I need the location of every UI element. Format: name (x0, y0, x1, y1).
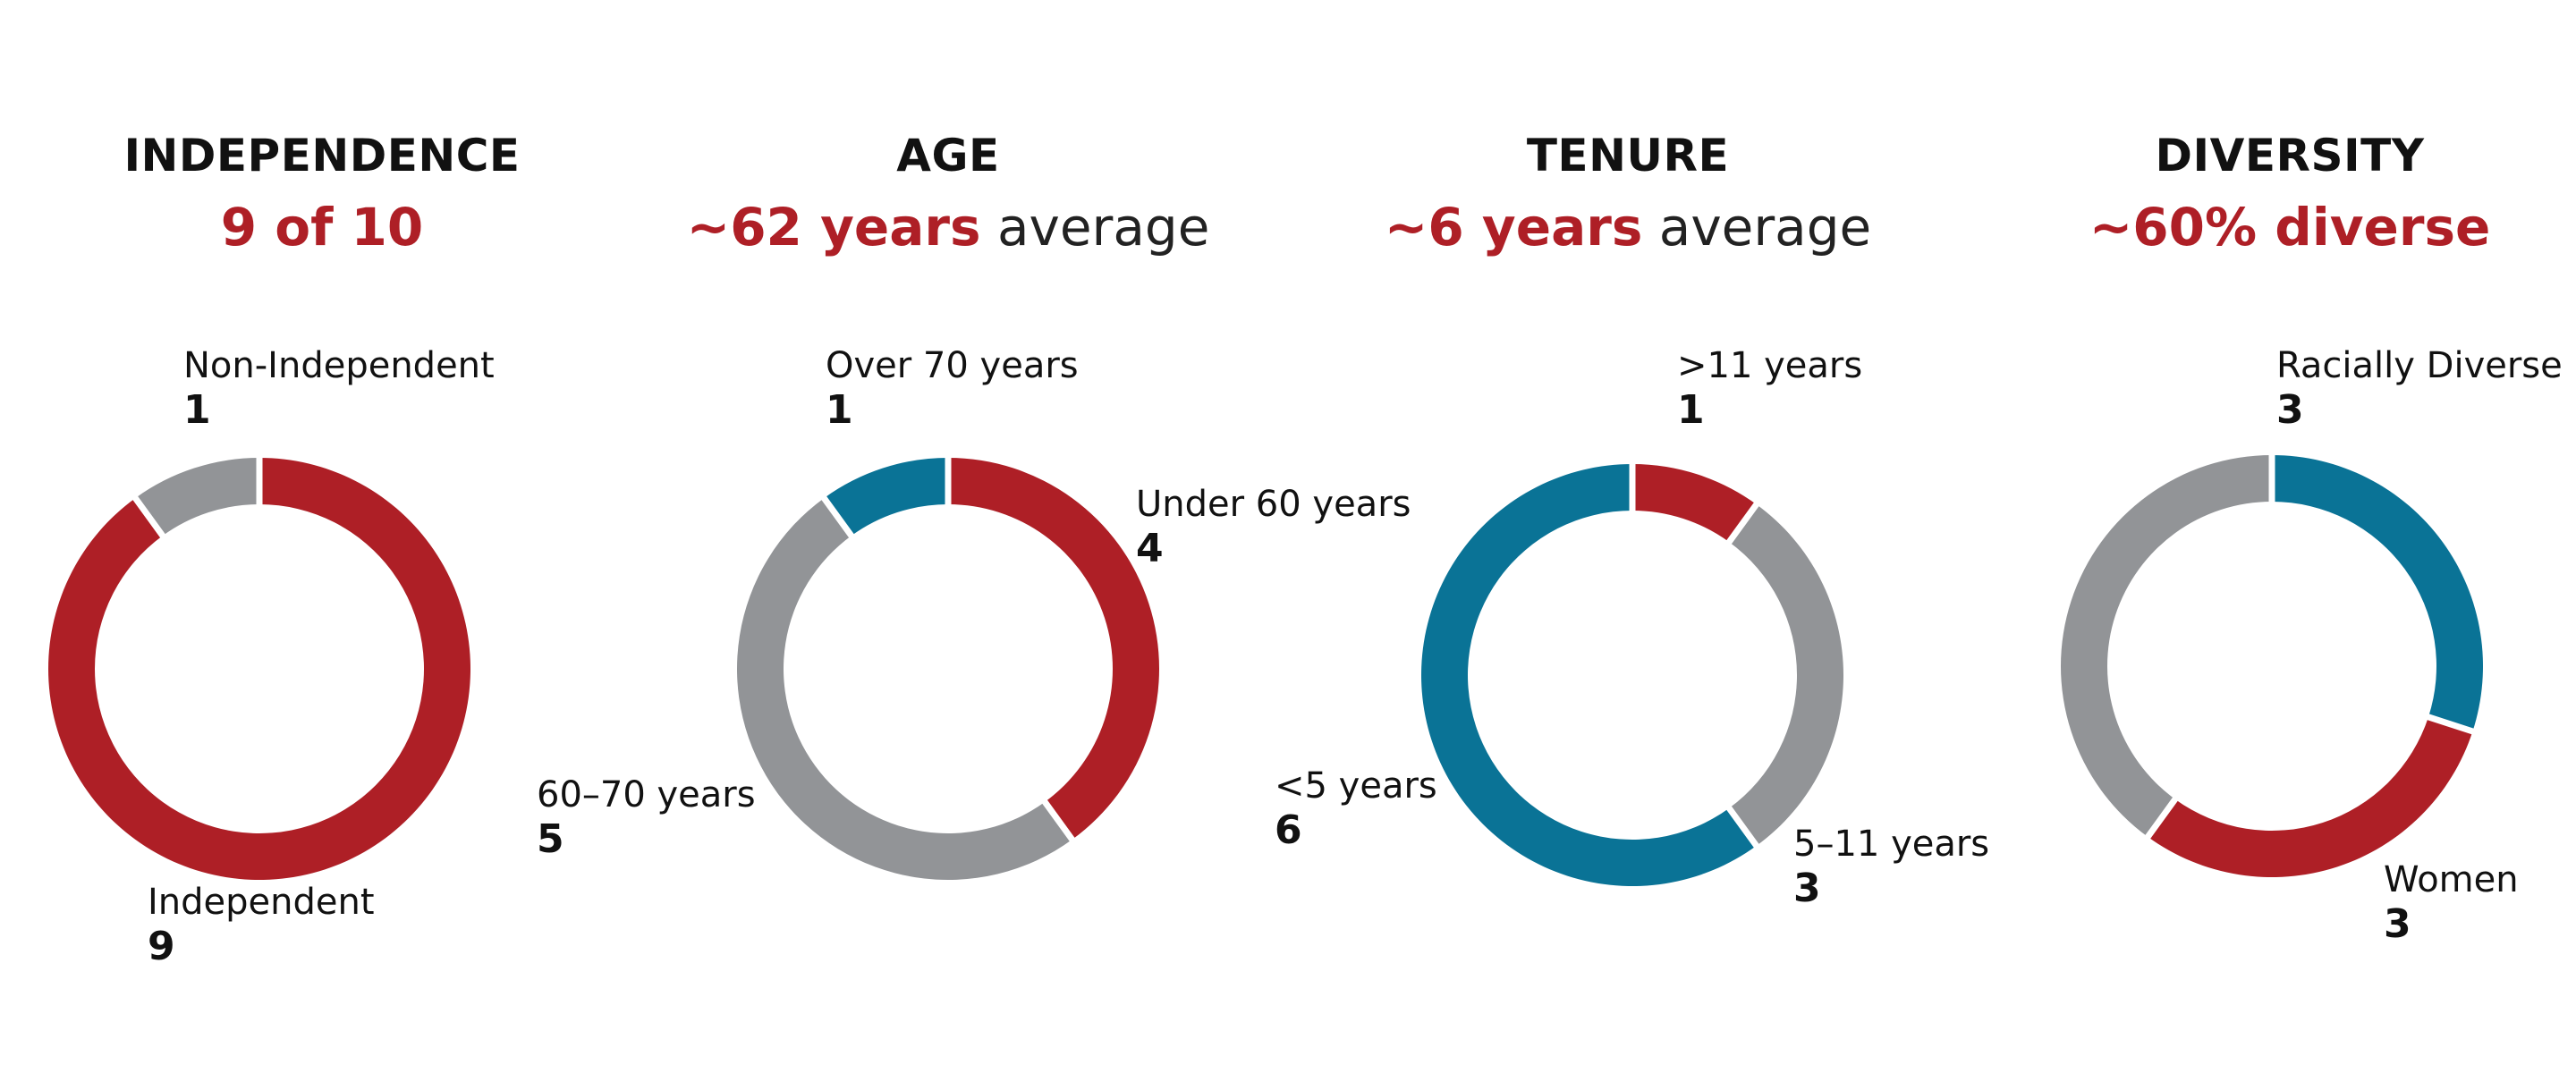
label-under-60: Under 60 years 4 (1136, 483, 1411, 572)
label-over-70: Over 70 years 1 (826, 344, 1079, 434)
label-over-11: >11 years 1 (1677, 344, 1862, 434)
donut-slice (2148, 716, 2473, 877)
slice-separator (1725, 805, 1760, 849)
slice-label: 5–11 years (1793, 824, 1990, 865)
slice-label: Racially Diverse (2276, 345, 2563, 386)
slice-label: <5 years (1275, 765, 1437, 807)
slice-label: Under 60 years (1136, 484, 1411, 525)
slice-separator (1041, 798, 1076, 843)
donut-slice (1421, 464, 1757, 886)
slice-separator (2426, 713, 2476, 735)
slice-value: 6 (1275, 807, 1302, 853)
label-5-11: 5–11 years 3 (1793, 823, 1989, 912)
donut-slice (824, 458, 948, 536)
slice-value: 1 (826, 387, 853, 433)
independence-donut (47, 456, 470, 880)
slice-value: 4 (1136, 526, 1164, 571)
subtitle-highlight: 9 of 10 (220, 197, 424, 258)
panel-subtitle: ~6 years average (1306, 197, 1950, 258)
slice-label: Independent (148, 882, 375, 923)
panel-title: TENURE (1526, 130, 1730, 182)
slice-label: Non-Independent (183, 345, 495, 386)
tenure-panel: TENURE ~6 years average >11 years 1 5–11… (1275, 0, 1989, 1073)
slice-separator (2144, 796, 2179, 841)
label-60-70: 60–70 years 5 (537, 773, 756, 863)
panel-subtitle: ~62 years average (626, 197, 1270, 258)
slice-value: 9 (148, 924, 175, 969)
label-racially-diverse: Racially Diverse 3 (2276, 344, 2563, 434)
independence-panel: INDEPENDENCE 9 of 10 Independent 9 Non-I… (0, 0, 644, 1073)
donut-slice (2272, 455, 2483, 731)
slice-separator (1725, 501, 1760, 545)
slice-label: >11 years (1677, 345, 1863, 386)
slice-value: 3 (1793, 866, 1821, 911)
subtitle-highlight: ~6 years (1384, 197, 1643, 258)
donut-slice (135, 458, 259, 536)
slice-value: 3 (2384, 901, 2411, 947)
slice-label: Women (2384, 859, 2519, 900)
donut-slice (736, 498, 1072, 881)
tenure-donut (1421, 462, 1843, 886)
subtitle-rest: average (1658, 197, 1872, 258)
subtitle-highlight: ~62 years (686, 197, 981, 258)
panel-title: INDEPENDENCE (123, 130, 521, 182)
panel-title: DIVERSITY (2155, 130, 2425, 182)
slice-label: Over 70 years (826, 345, 1079, 386)
diversity-panel: DIVERSITY ~60% diverse Racially Diverse … (1968, 0, 2576, 1073)
donut-slice (1632, 464, 1757, 543)
age-panel: AGE ~62 years average Under 60 years 4 6… (537, 0, 1411, 1073)
slice-value: 3 (2276, 387, 2304, 433)
slice-label: 60–70 years (537, 774, 756, 815)
slice-value: 1 (1677, 387, 1705, 433)
donut-slice (948, 458, 1159, 840)
label-under-5: <5 years 6 (1275, 765, 1437, 854)
panel-subtitle: ~60% diverse (1968, 197, 2576, 258)
label-women: Women 3 (2384, 858, 2519, 948)
subtitle-highlight: ~60% diverse (2089, 197, 2491, 258)
age-donut (736, 456, 1159, 881)
panel-subtitle: 9 of 10 (0, 197, 644, 258)
label-independent: Independent 9 (148, 881, 375, 970)
panel-title: AGE (896, 130, 1000, 182)
slice-value: 5 (537, 816, 564, 862)
diversity-donut (2061, 453, 2483, 877)
donut-slice (1729, 504, 1843, 846)
slice-value: 1 (183, 387, 211, 433)
donut-slice (2061, 455, 2272, 837)
subtitle-rest: average (996, 197, 1210, 258)
label-non-independent: Non-Independent 1 (183, 344, 495, 434)
slice-separator (131, 494, 166, 539)
donut-slice (47, 458, 470, 880)
slice-separator (820, 494, 855, 539)
